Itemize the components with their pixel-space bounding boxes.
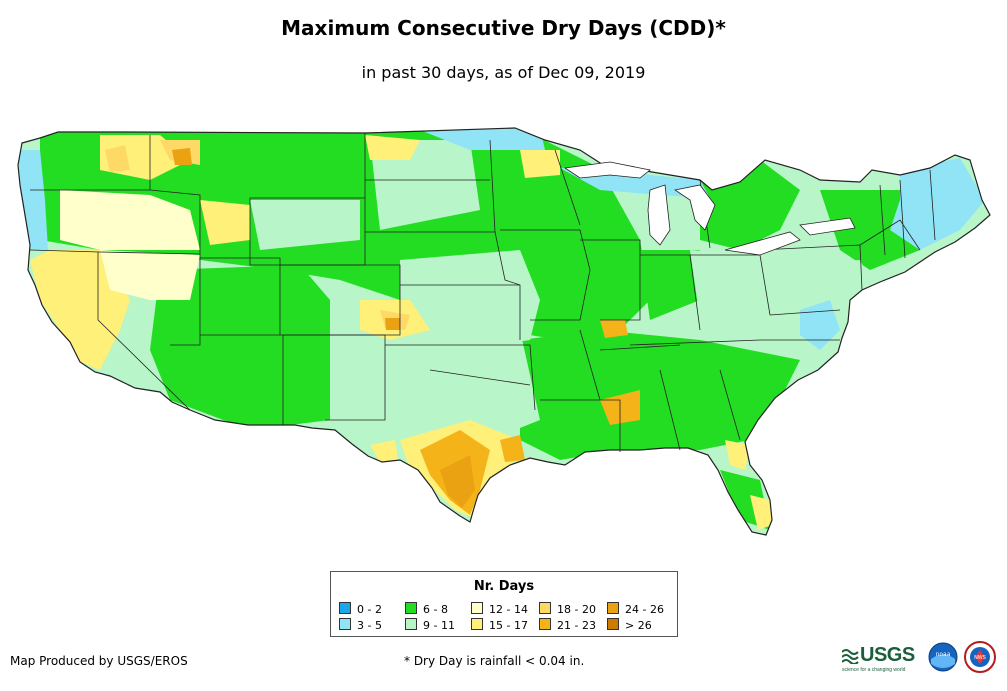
map-credit: Map Produced by USGS/EROS [10,654,188,668]
legend-item-9-11: 9 - 11 [405,618,455,632]
legend-label: > 26 [625,619,652,632]
nws-logo: NWS [964,641,996,673]
legend-item-24-26: 24 - 26 [607,602,664,616]
usgs-logo-tagline: science for a changing world [842,667,906,673]
footnote: * Dry Day is rainfall < 0.04 in. [404,654,585,668]
legend-swatch [539,602,551,614]
legend-swatch [607,602,619,614]
us-dry-days-map [17,127,991,536]
noaa-logo: noaa [928,642,958,672]
legend-label: 6 - 8 [423,603,448,616]
legend-item-18-20: 18 - 20 [539,602,596,616]
great-lakes [563,161,856,256]
legend-label: 9 - 11 [423,619,455,632]
legend-label: 3 - 5 [357,619,382,632]
legend-item-21-23: 21 - 23 [539,618,596,632]
legend-label: 18 - 20 [557,603,596,616]
legend-swatch [339,602,351,614]
usgs-logo-text: USGS [860,644,915,666]
legend-item-12-14: 12 - 14 [471,602,528,616]
legend-item-6-8: 6 - 8 [405,602,448,616]
legend-swatch [539,618,551,630]
agency-logos: USGS science for a changing world noaa N… [840,638,1000,678]
legend-item-0-2: 0 - 2 [339,602,382,616]
legend-label: 24 - 26 [625,603,664,616]
legend-swatch [471,618,483,630]
legend-title: Nr. Days [473,579,535,594]
nws-logo-text: NWS [974,655,986,661]
legend-label: 21 - 23 [557,619,596,632]
legend-item-3-5: 3 - 5 [339,618,382,632]
legend-label: 15 - 17 [489,619,528,632]
map-title: Maximum Consecutive Dry Days (CDD)* [281,16,726,40]
usgs-wave-icon [842,649,859,664]
legend-swatch [471,602,483,614]
legend-swatch [607,618,619,630]
noaa-logo-text: noaa [936,651,951,658]
legend-swatch [405,618,417,630]
legend-item-15-17: 15 - 17 [471,618,528,632]
map-subtitle: in past 30 days, as of Dec 09, 2019 [361,63,646,82]
legend: Nr. Days 0 - 2 3 - 5 6 - 8 9 - 11 12 - 1… [330,571,678,637]
legend-swatch [405,602,417,614]
legend-label: 12 - 14 [489,603,528,616]
legend-label: 0 - 2 [357,603,382,616]
legend-item-over-26: > 26 [607,618,652,632]
legend-swatch [339,618,351,630]
